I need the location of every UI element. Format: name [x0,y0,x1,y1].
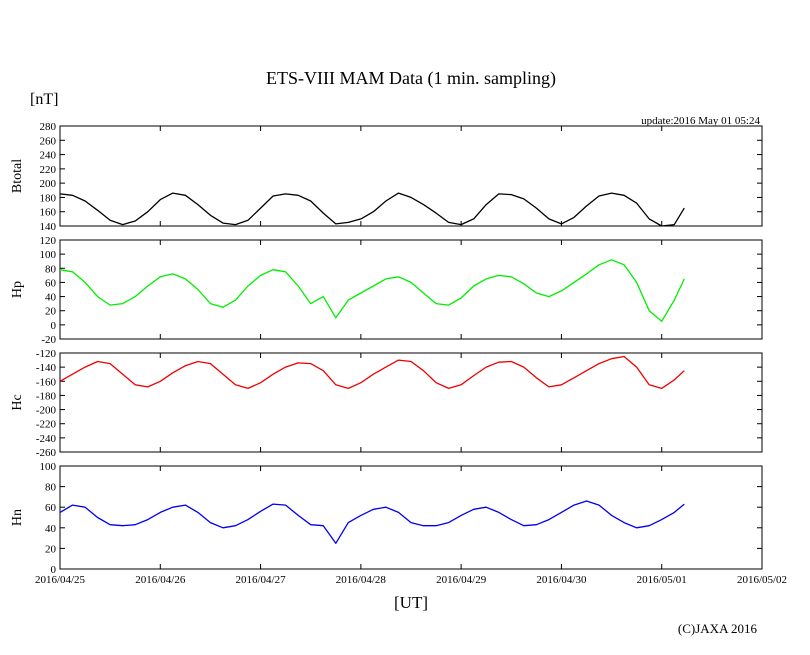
copyright-text: (C)JAXA 2016 [678,621,758,636]
y-tick-label: 200 [40,178,57,190]
y-tick-label: -260 [36,447,57,459]
x-tick-label: 2016/04/27 [236,574,287,586]
y-tick-label: 120 [40,235,57,247]
x-tick-label: 2016/04/30 [536,574,587,586]
panel-y-label: Hc [10,394,25,410]
x-tick-label: 2016/04/26 [135,574,186,586]
y-tick-label: 100 [40,249,57,261]
y-tick-label: 60 [45,502,57,514]
panel-btotal-frame [59,125,763,227]
y-tick-label: 280 [40,121,57,133]
y-tick-label: 20 [45,543,57,555]
y-tick-label: 60 [45,277,57,289]
y-tick-label: 0 [51,564,57,576]
y-tick-label: 220 [40,164,57,176]
panel-y-label: Hp [10,281,25,298]
x-tick-label: 2016/04/28 [336,574,387,586]
unit-label: [nT] [30,91,58,108]
y-tick-label: 140 [40,221,57,233]
panel-y-label: Hn [10,509,25,526]
y-tick-label: 80 [45,482,57,494]
y-tick-label: 240 [40,150,57,162]
x-axis-label: [UT] [394,593,428,612]
y-tick-label: 80 [45,263,57,275]
y-tick-label: -140 [36,362,57,374]
y-tick-label: 40 [45,292,57,304]
y-tick-label: -20 [41,334,56,346]
x-tick-label: 2016/05/01 [637,574,687,586]
y-tick-label: 160 [40,207,57,219]
x-tick-label: 2016/04/29 [436,574,487,586]
series-line-hp [59,259,685,322]
panel-hp-frame [59,239,763,340]
series-line-hc [59,355,685,390]
x-tick-label: 2016/04/25 [35,574,86,586]
y-tick-label: 20 [45,306,57,318]
panel-hc-frame [59,352,763,453]
y-tick-label: 100 [40,461,57,473]
x-tick-label: 2016/05/02 [737,574,787,586]
y-tick-label: -180 [36,390,57,402]
panel-y-label: Btotal [10,159,25,193]
panel-hn-frame [59,465,763,570]
series-line-btotal [59,192,685,227]
y-tick-label: -120 [36,348,57,360]
y-tick-label: 180 [40,192,57,204]
series-line-hn [59,500,685,544]
y-tick-label: -200 [36,405,57,417]
y-tick-label: 40 [45,523,57,535]
y-tick-label: 0 [51,320,57,332]
y-tick-label: -160 [36,376,57,388]
update-label: update:2016 May 01 05:24 [641,115,760,127]
chart-title: ETS-VIII MAM Data (1 min. sampling) [266,68,556,89]
y-tick-label: 260 [40,135,57,147]
y-tick-label: -240 [36,433,57,445]
y-tick-label: -220 [36,419,57,431]
panels-group: 140160180200220240260280Btotal-200204060… [10,121,787,586]
